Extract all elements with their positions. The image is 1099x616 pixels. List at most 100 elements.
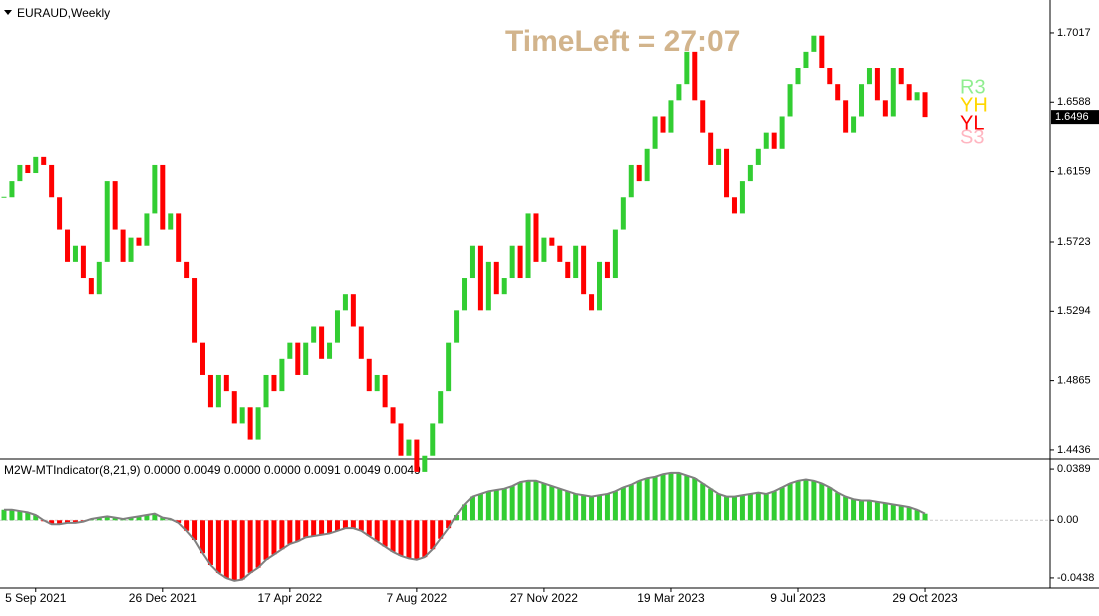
histogram-bar xyxy=(604,493,610,521)
candle xyxy=(612,229,618,279)
candle xyxy=(731,197,737,214)
candle xyxy=(763,132,769,149)
candle xyxy=(874,68,880,101)
histogram-outline xyxy=(4,471,926,582)
menu-arrow[interactable] xyxy=(4,10,12,15)
candle xyxy=(120,229,126,262)
annotation: TimeLeft = 27:07 xyxy=(505,25,740,58)
histogram-bar xyxy=(279,520,285,550)
histogram-bar xyxy=(406,520,412,559)
candle xyxy=(819,35,825,69)
candle xyxy=(9,181,15,198)
candle xyxy=(469,245,475,279)
histogram-bar xyxy=(136,516,142,521)
histogram-bar xyxy=(271,520,277,555)
candle xyxy=(866,68,872,85)
histogram-bar xyxy=(827,487,833,521)
histogram-bar xyxy=(517,482,523,521)
histogram-bar xyxy=(128,517,134,521)
candle xyxy=(700,100,706,133)
candle xyxy=(851,116,857,133)
histogram-bar xyxy=(898,505,904,521)
candle xyxy=(811,35,817,52)
candle xyxy=(366,358,372,392)
candle xyxy=(771,132,777,149)
candle xyxy=(533,213,539,262)
histogram-bar xyxy=(374,520,380,542)
candle xyxy=(112,181,118,230)
candle xyxy=(255,407,261,440)
histogram-bar xyxy=(184,520,190,531)
histogram-bar xyxy=(9,509,15,521)
histogram-bar xyxy=(152,513,158,521)
candle xyxy=(755,148,761,165)
candle xyxy=(890,68,896,117)
histogram-bar xyxy=(104,516,110,521)
candle xyxy=(33,156,39,174)
histogram-bar xyxy=(882,503,888,521)
histogram-bar xyxy=(716,493,722,521)
level-label: YL xyxy=(960,112,984,134)
level-label: YH xyxy=(960,94,988,116)
candle xyxy=(668,100,674,133)
candle xyxy=(144,213,150,246)
histogram-bar xyxy=(112,517,118,521)
candle xyxy=(96,261,102,295)
candle xyxy=(446,342,452,392)
y-tick-label: 1.5723 xyxy=(1057,236,1091,248)
candle xyxy=(724,148,730,198)
histogram-bar xyxy=(565,491,571,521)
histogram-bar xyxy=(811,480,817,521)
candle xyxy=(549,237,555,246)
histogram-bar xyxy=(33,515,39,521)
candle xyxy=(692,51,698,101)
histogram-bar xyxy=(493,490,499,521)
candle xyxy=(192,278,198,343)
candle xyxy=(827,68,833,85)
candle xyxy=(271,374,277,392)
candle xyxy=(72,245,78,262)
histogram-bar xyxy=(454,515,460,521)
histogram-bar xyxy=(795,480,801,521)
histogram-bar xyxy=(96,517,102,521)
candle xyxy=(581,245,587,295)
candle xyxy=(628,164,634,198)
candle xyxy=(708,132,714,165)
candle xyxy=(88,278,94,295)
candle xyxy=(422,455,428,472)
candle xyxy=(589,294,595,311)
candle xyxy=(477,245,483,311)
candle xyxy=(787,84,793,117)
candle xyxy=(104,181,110,262)
candle xyxy=(231,391,237,424)
histogram-bar xyxy=(334,520,340,531)
candle xyxy=(350,294,356,327)
histogram-bar xyxy=(319,520,325,535)
x-tick-label: 26 Dec 2021 xyxy=(129,591,197,605)
histogram-bar xyxy=(382,520,388,547)
candle xyxy=(57,197,63,230)
candle xyxy=(803,51,809,69)
histogram-bar xyxy=(843,496,849,521)
candle xyxy=(525,213,531,279)
candle xyxy=(501,278,507,295)
candle xyxy=(795,68,801,85)
histogram-bar xyxy=(684,475,690,521)
histogram-bar xyxy=(358,520,364,531)
candle xyxy=(279,358,285,392)
candle xyxy=(652,116,658,149)
histogram-bar xyxy=(192,520,198,541)
candle xyxy=(779,116,785,149)
histogram-bar xyxy=(628,484,634,521)
candle xyxy=(239,407,245,424)
histogram-bar xyxy=(676,472,682,521)
histogram-bar xyxy=(469,496,475,521)
histogram-bar xyxy=(255,520,261,568)
candle xyxy=(414,439,420,472)
candle xyxy=(128,237,134,262)
candle xyxy=(644,148,650,182)
level-label: S3 xyxy=(960,126,984,148)
candle xyxy=(906,84,912,101)
